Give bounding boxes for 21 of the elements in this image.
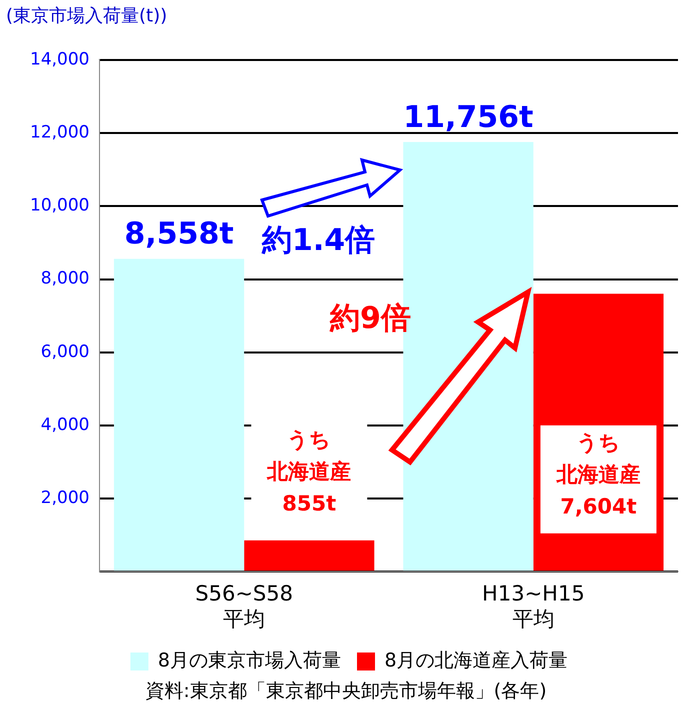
legend-label: 8月の北海道産入荷量 bbox=[384, 649, 568, 672]
legend-label: 8月の東京市場入荷量 bbox=[158, 649, 342, 672]
x-tick-label: H13~H15 平均 bbox=[482, 582, 585, 631]
data-label: 11,756t bbox=[403, 100, 534, 135]
annotation: 約9倍 bbox=[329, 300, 411, 336]
text: 資料:東京都「東京都中央卸売市場年報」(各年) bbox=[145, 680, 547, 702]
data-label: うち北海道産7,604t bbox=[555, 430, 640, 518]
bar bbox=[244, 540, 374, 571]
y-tick-label: 8,000 bbox=[40, 268, 90, 289]
annotation: 約1.4倍 bbox=[261, 222, 376, 258]
data-label: うち北海道産855t bbox=[266, 427, 352, 516]
y-axis-title: (東京市場入荷量(t)) bbox=[6, 6, 168, 27]
bar bbox=[114, 258, 244, 571]
x-tick-label: S56~S58 平均 bbox=[195, 582, 293, 631]
y-tick-label: 12,000 bbox=[30, 122, 90, 143]
y-tick-label: 2,000 bbox=[40, 488, 90, 508]
y-tick-label: 14,000 bbox=[30, 49, 90, 70]
y-tick-label: 4,000 bbox=[40, 414, 90, 435]
data-label: 8,558t bbox=[124, 216, 234, 252]
y-tick-label: 10,000 bbox=[30, 196, 90, 216]
y-tick-label: 6,000 bbox=[40, 342, 90, 362]
